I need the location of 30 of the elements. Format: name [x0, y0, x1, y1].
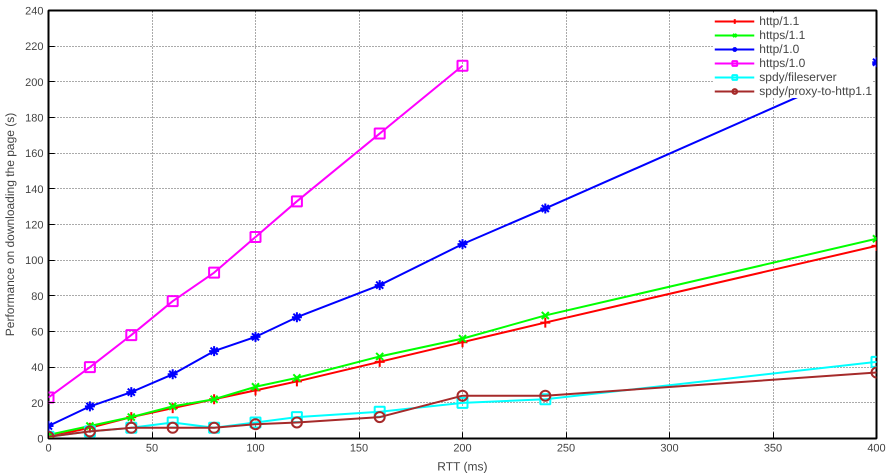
legend-label: https/1.0 — [759, 56, 806, 70]
y-tick-label: 0 — [37, 434, 44, 446]
x-tick-label: 200 — [453, 442, 472, 454]
x-tick-label: 400 — [867, 442, 886, 454]
y-tick-label: 200 — [25, 76, 44, 89]
x-tick-label: 150 — [350, 442, 368, 454]
y-tick-label: 80 — [31, 290, 44, 303]
y-tick-label: 160 — [25, 148, 44, 160]
x-tick-label: 300 — [660, 442, 679, 454]
y-tick-label: 140 — [25, 184, 44, 196]
y-tick-label: 120 — [25, 220, 44, 232]
legend-label: http/1.1 — [759, 14, 800, 28]
x-axis-title: RTT (ms) — [437, 460, 488, 474]
y-tick-label: 20 — [31, 398, 44, 410]
x-tick-label: 350 — [764, 442, 782, 454]
legend-label: spdy/proxy-to-http1.1 — [759, 84, 872, 98]
legend-label: http/1.0 — [759, 42, 800, 56]
x-tick-label: 50 — [146, 442, 158, 454]
x-tick-label: 100 — [246, 442, 265, 454]
y-tick-label: 180 — [25, 112, 44, 124]
y-tick-label: 40 — [31, 362, 44, 374]
y-tick-label: 60 — [31, 326, 44, 338]
x-tick-label: 0 — [45, 442, 52, 454]
y-axis-title: Performance on downloading the page (s) — [3, 112, 18, 336]
y-tick-label: 220 — [25, 41, 44, 54]
legend-label: spdy/fileserver — [759, 70, 837, 84]
y-tick-label: 240 — [25, 6, 44, 18]
y-tick-label: 100 — [25, 255, 44, 268]
legend-label: https/1.1 — [759, 28, 806, 42]
x-tick-label: 250 — [556, 442, 576, 454]
